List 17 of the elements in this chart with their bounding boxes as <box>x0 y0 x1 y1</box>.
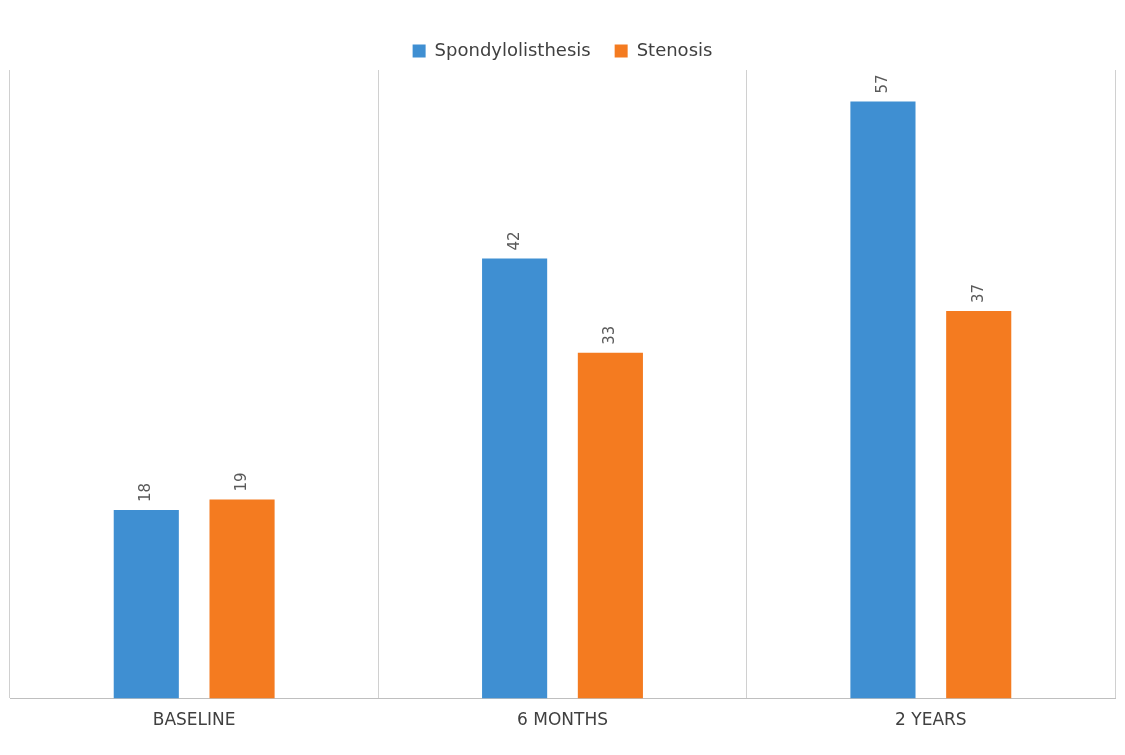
x-tick-label: 2 YEARS <box>895 709 967 730</box>
bar <box>482 258 548 699</box>
bar <box>577 352 643 699</box>
data-label: 19 <box>231 472 250 492</box>
x-tick-label: BASELINE <box>152 709 236 730</box>
data-label: 18 <box>136 482 155 503</box>
legend-label: Spondylolisthesis <box>434 38 591 60</box>
bar <box>850 101 916 699</box>
legend-label: Stenosis <box>636 38 713 60</box>
data-label: 57 <box>872 74 891 94</box>
data-label: 37 <box>968 283 987 303</box>
bar <box>113 510 179 699</box>
bar <box>946 310 1012 699</box>
bar <box>209 499 275 699</box>
data-label: 42 <box>504 231 523 251</box>
data-label: 33 <box>600 325 619 345</box>
x-tick-label: 6 MONTHS <box>517 709 608 730</box>
